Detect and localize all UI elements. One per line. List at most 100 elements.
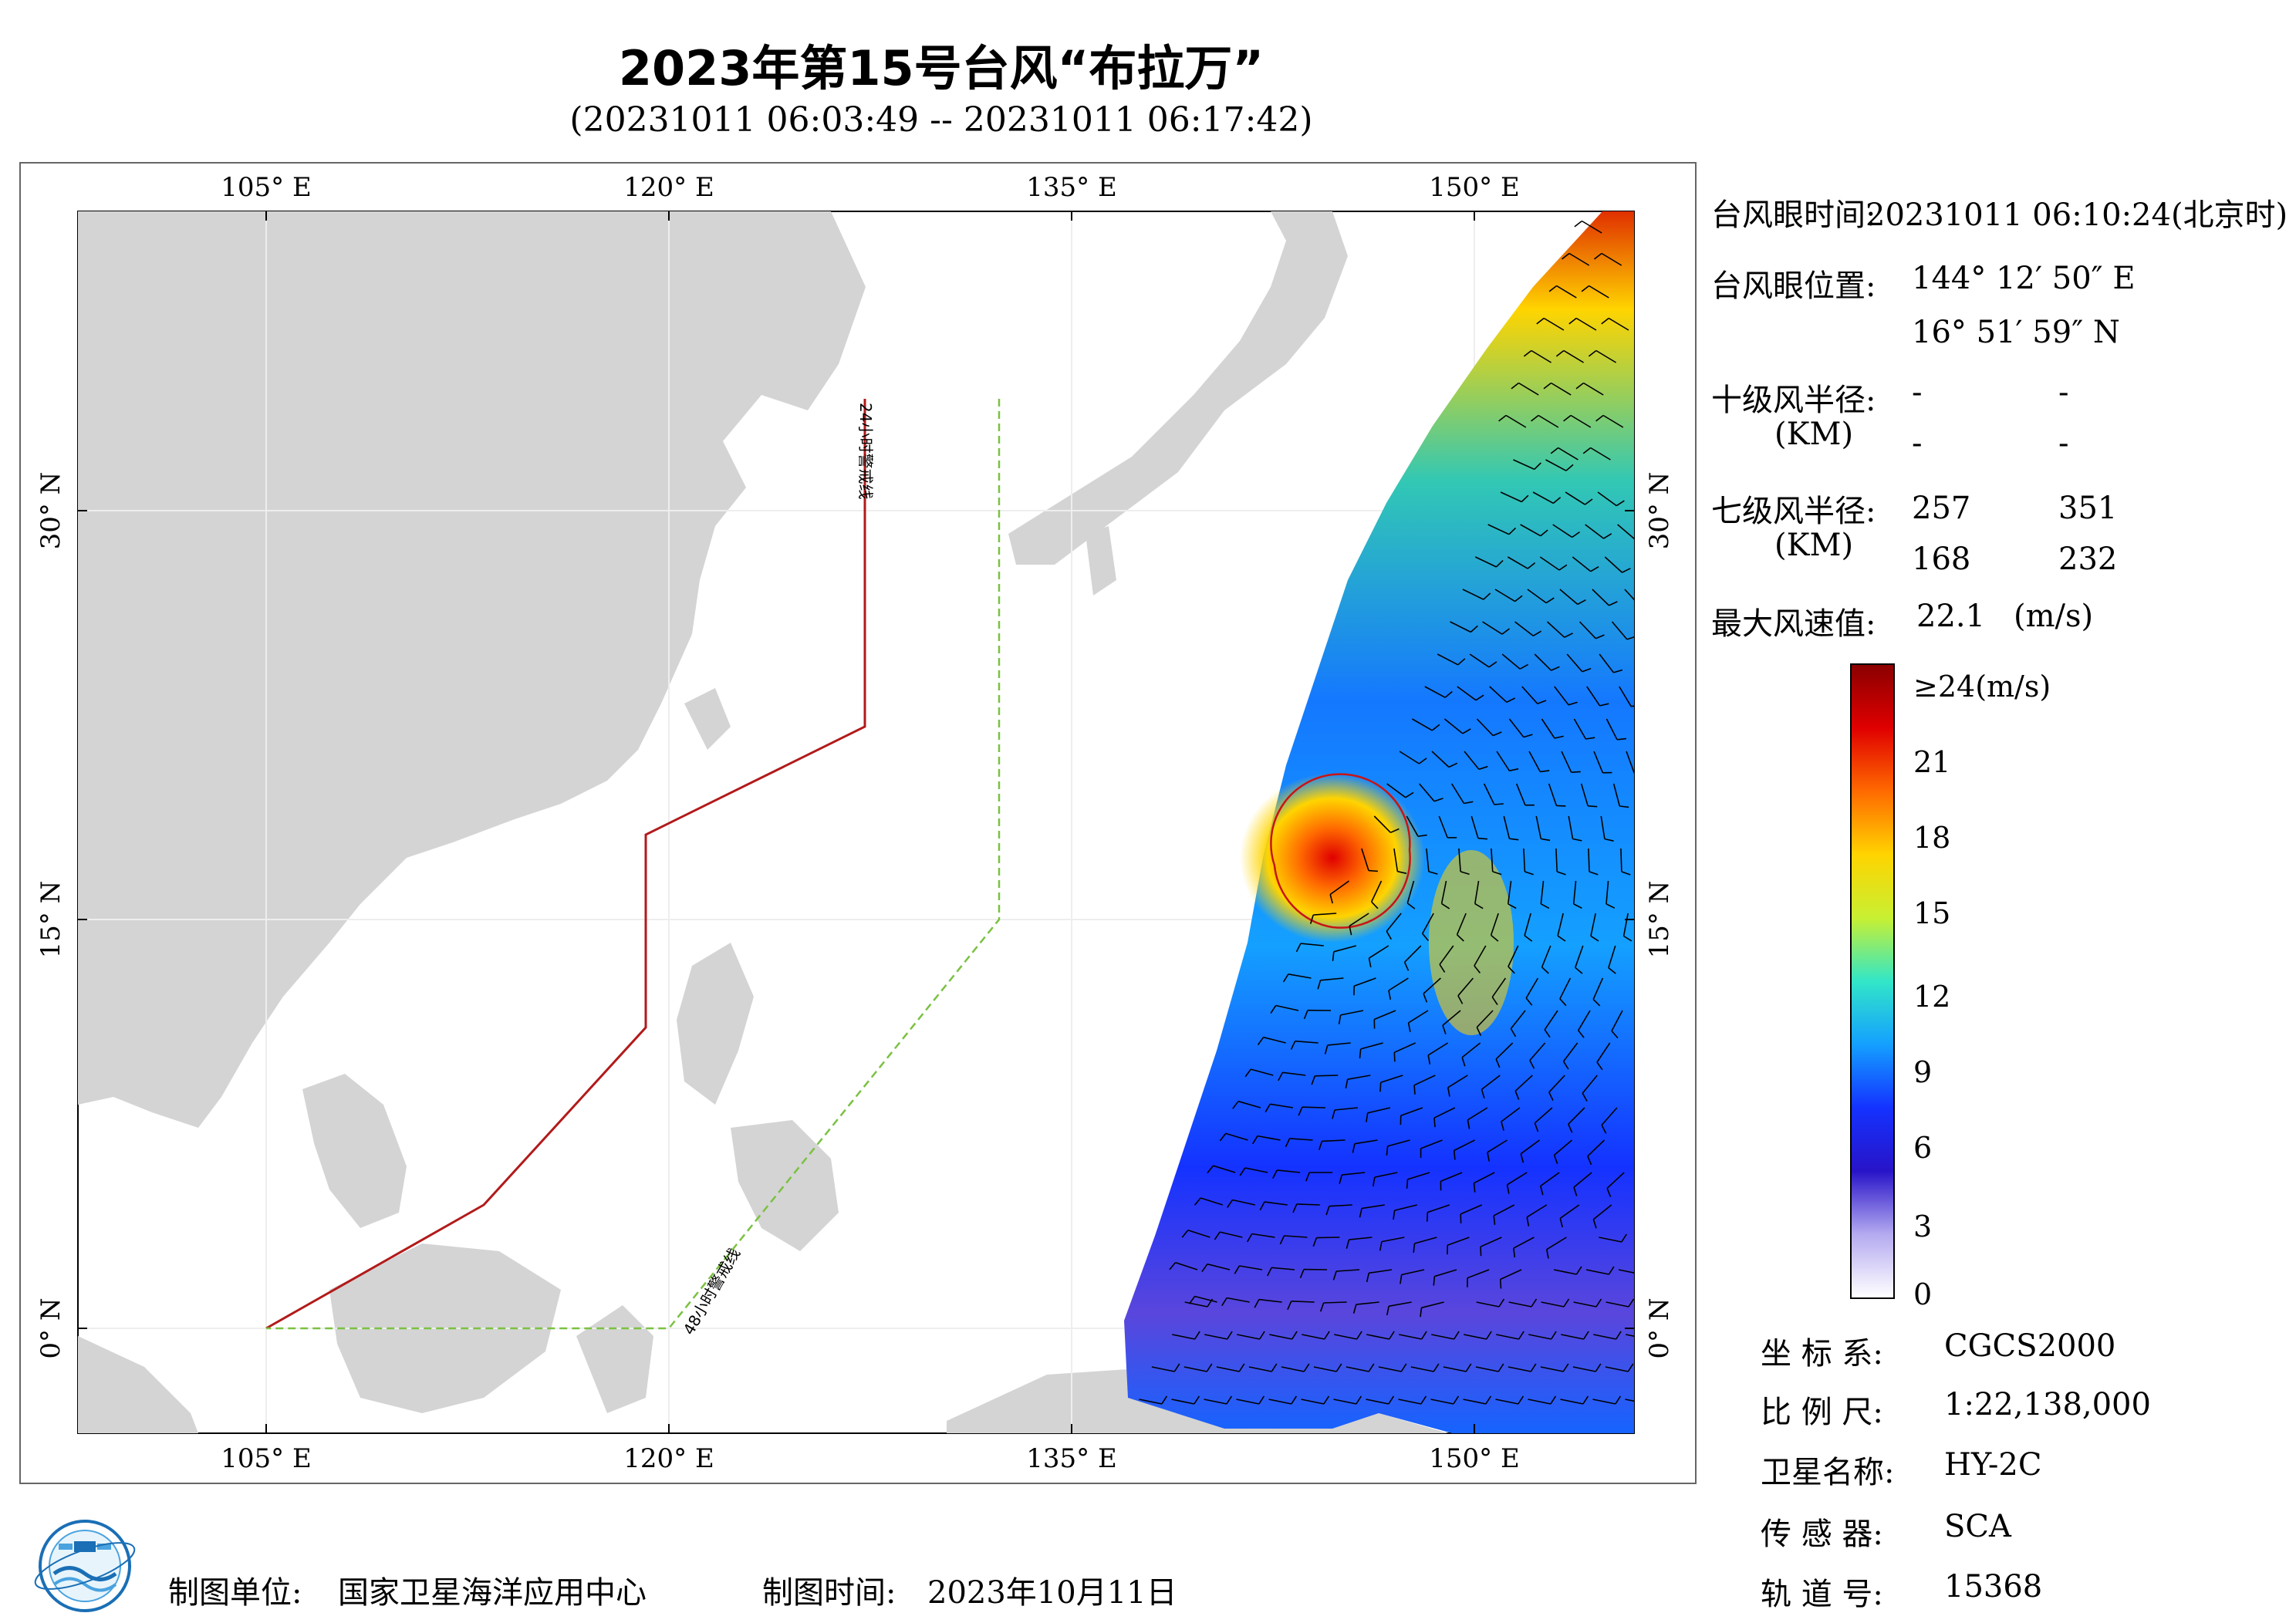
wind-barb (1563, 349, 1584, 363)
wind-barb-flag (1244, 1068, 1251, 1078)
wind-barb-flag (1577, 599, 1586, 606)
wind-barb-flag (1555, 349, 1565, 357)
wind-barb (1487, 1139, 1508, 1153)
wind-barb (1524, 913, 1531, 936)
wind-barb-flag (1559, 998, 1567, 1007)
wind-barb (1487, 524, 1510, 535)
wind-barb-flag (1531, 414, 1539, 422)
wind-barb-flag (1541, 967, 1549, 974)
wind-barb (1559, 1204, 1580, 1220)
wind-barb-flag (1574, 220, 1582, 228)
wind-barb-flag (1417, 834, 1427, 837)
wind-barb (1207, 1263, 1231, 1270)
wind-barb-flag (1544, 1029, 1551, 1038)
wind-barb-flag (1636, 535, 1644, 540)
wind-barb-flag (1461, 1057, 1466, 1067)
wind-barb (1431, 1334, 1454, 1340)
wind-barb-flag (1540, 529, 1548, 537)
wind-barb (1507, 880, 1512, 904)
wind-barb (1313, 1366, 1337, 1372)
wind-barb (1573, 1172, 1592, 1188)
wind-barb (1450, 783, 1465, 804)
wind-barb-flag (1564, 633, 1573, 638)
wind-barb (1443, 718, 1464, 734)
wind-barb-flag (1287, 1301, 1292, 1311)
wind-barb (1575, 945, 1584, 968)
wind-barb-flag (1592, 1219, 1597, 1229)
r10-value-ne: - (1912, 375, 1923, 410)
wind-barb (1541, 1301, 1565, 1308)
wind-barb (1414, 1237, 1437, 1244)
wind-barb (1374, 1172, 1398, 1178)
wind-barb-flag (1332, 1270, 1337, 1281)
wind-barb-flag (1290, 1041, 1296, 1050)
max-wind-label: 最大风速值: (1711, 606, 1876, 642)
wind-barb (1346, 1366, 1369, 1372)
wind-barb-flag (1497, 1363, 1504, 1372)
wind-barb (1474, 880, 1480, 904)
wind-barb-flag (1514, 1091, 1520, 1100)
wind-barb-flag (1366, 1273, 1370, 1283)
wind-barb (1489, 686, 1508, 703)
wind-barb-flag (1616, 500, 1625, 507)
max-wind-value: 22.1 (1916, 599, 1986, 634)
satellite-label: 卫星名称: (1761, 1455, 1895, 1490)
wind-barb-flag (1453, 1395, 1460, 1405)
wind-barb (1611, 1010, 1623, 1031)
wind-barb-flag (1232, 1101, 1239, 1109)
warning-line-24h (265, 399, 866, 1330)
wind-barb (1585, 1269, 1609, 1275)
wind-barb-flag (1611, 1030, 1619, 1039)
wind-barb-flag (1379, 1241, 1383, 1251)
wind-barb (1474, 556, 1497, 568)
wind-barb-flag (1386, 1146, 1389, 1156)
wind-barb (1540, 880, 1545, 904)
wind-barb-flag (1568, 317, 1577, 325)
wind-barb (1366, 1399, 1389, 1405)
wind-barb-flag (1259, 1331, 1265, 1340)
wind-barb-flag (1523, 734, 1533, 738)
wind-barb (1467, 1269, 1490, 1279)
wind-barb (1421, 913, 1434, 934)
wind-barb-flag (1537, 700, 1547, 705)
wind-barb-flag (1473, 1183, 1476, 1193)
wind-barb-flag (1491, 934, 1499, 942)
wind-barb-flag (1462, 728, 1471, 734)
wind-barb (1596, 1042, 1611, 1063)
wind-barb (1257, 1135, 1281, 1141)
wind-barb-flag (1551, 1331, 1557, 1340)
r10-value-se: - (2058, 375, 2069, 410)
wind-barb (1184, 1301, 1208, 1308)
wind-barb-flag (1510, 1028, 1517, 1038)
wind-barb-flag (1312, 1237, 1318, 1247)
wind-barb-flag (1524, 871, 1534, 876)
r7-value-se: 351 (2058, 491, 2118, 526)
wind-barb-flag (1590, 935, 1599, 942)
wind-barb (1606, 718, 1618, 741)
wind-barb-flag (1433, 798, 1443, 802)
wind-barb (1508, 718, 1524, 738)
wind-barb (1463, 1399, 1487, 1405)
wind-barb-flag (1388, 990, 1392, 1000)
wind-barb-flag (1508, 966, 1515, 974)
wind-barb-flag (1214, 1231, 1221, 1240)
wind-barb (1237, 1100, 1261, 1108)
wind-barb-flag (1520, 1153, 1524, 1163)
wind-barb (1543, 317, 1565, 331)
wind-barb-flag (1457, 934, 1464, 942)
colorbar-label-0: 0 (1913, 1277, 1933, 1311)
lat-label-right-0: 0° N (1644, 1297, 1675, 1358)
r10-unit: (KM) (1774, 417, 1854, 452)
lat-label-right-15: 15° N (1644, 881, 1675, 959)
wind-barb-flag (1587, 1156, 1592, 1166)
lat-label-left-30: 30° N (35, 472, 66, 550)
wind-barb (1420, 1139, 1443, 1149)
wind-barb (1618, 1269, 1634, 1274)
wind-barb-flag (1511, 382, 1519, 390)
wind-barb-flag (1498, 1298, 1505, 1308)
wind-barb (1431, 751, 1450, 768)
wind-barb-flag (1585, 737, 1595, 740)
wind-barb-flag (1431, 724, 1440, 731)
wind-barb-flag (1324, 1331, 1330, 1340)
tick-marks (78, 211, 1634, 1433)
